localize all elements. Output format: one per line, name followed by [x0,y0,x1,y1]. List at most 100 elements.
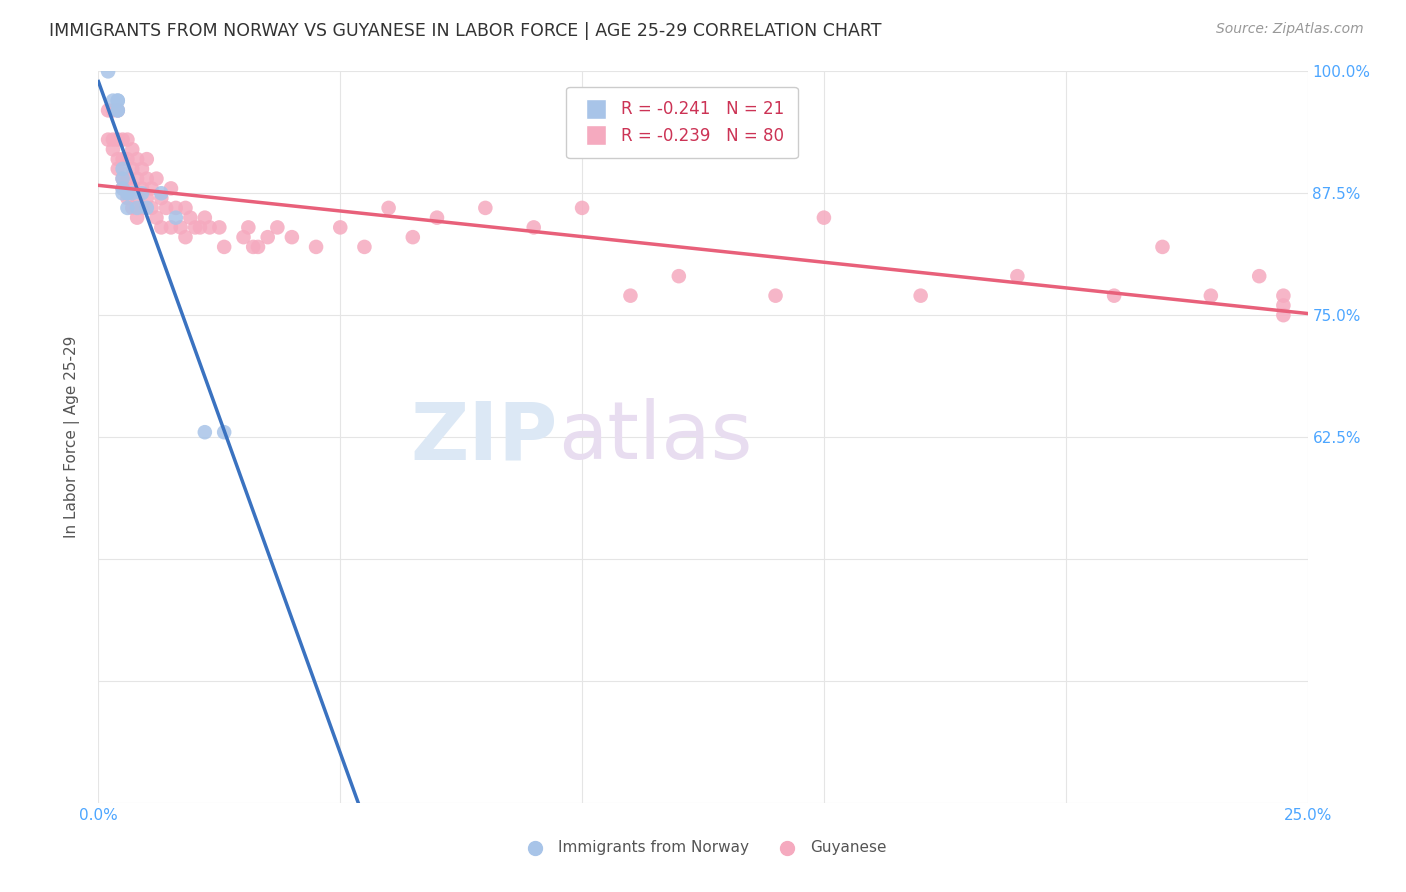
Text: IMMIGRANTS FROM NORWAY VS GUYANESE IN LABOR FORCE | AGE 25-29 CORRELATION CHART: IMMIGRANTS FROM NORWAY VS GUYANESE IN LA… [49,22,882,40]
Point [474,201,496,215]
Point [97,133,120,147]
Point [305,240,328,254]
Point [117,191,139,205]
Point [426,211,449,225]
Point [111,161,134,176]
Point [107,94,129,108]
Point [107,94,129,108]
Point [668,269,690,284]
Point [121,186,143,201]
Point [160,220,183,235]
Point [107,103,129,118]
Point [117,133,139,147]
Point [135,152,157,166]
Point [910,288,932,302]
Point [242,240,264,254]
Point [1102,288,1125,302]
Point [198,220,221,235]
Text: Source: ZipAtlas.com: Source: ZipAtlas.com [1216,22,1364,37]
Point [402,230,425,244]
Point [111,133,134,147]
Point [111,181,134,195]
Point [1152,240,1174,254]
Point [141,201,163,215]
Point [135,171,157,186]
Point [179,211,201,225]
Point [150,191,173,205]
Point [169,220,191,235]
Text: ZIP: ZIP [411,398,558,476]
Point [127,171,149,186]
Point [111,186,134,201]
Point [107,103,129,118]
Point [194,211,217,225]
Point [523,220,546,235]
Point [184,220,207,235]
Legend: Immigrants from Norway, Guyanese: Immigrants from Norway, Guyanese [513,834,893,861]
Point [121,181,143,195]
Point [1272,298,1295,312]
Point [117,186,139,201]
Point [101,94,124,108]
Point [101,142,124,156]
Point [238,220,260,235]
Point [377,201,399,215]
Point [127,211,149,225]
Point [107,152,129,166]
Point [212,240,235,254]
Point [208,220,231,235]
Point [247,240,270,254]
Point [1007,269,1029,284]
Point [127,201,149,215]
Point [165,211,187,225]
Point [117,186,139,201]
Point [174,230,197,244]
Point [107,133,129,147]
Point [135,191,157,205]
Point [131,161,153,176]
Point [212,425,235,440]
Point [107,161,129,176]
Point [111,152,134,166]
Point [101,133,124,147]
Point [107,103,129,118]
Point [813,211,835,225]
Point [571,201,593,215]
Point [1272,308,1295,322]
Point [145,171,167,186]
Y-axis label: In Labor Force | Age 25-29: In Labor Force | Age 25-29 [63,336,80,538]
Point [174,201,197,215]
Point [1272,288,1295,302]
Point [281,230,304,244]
Point [1199,288,1222,302]
Point [141,181,163,195]
Point [97,64,120,78]
Point [111,171,134,186]
Point [101,103,124,118]
Point [111,181,134,195]
Point [150,186,173,201]
Text: atlas: atlas [558,398,752,476]
Point [232,230,254,244]
Point [256,230,278,244]
Point [135,201,157,215]
Point [194,425,217,440]
Point [145,211,167,225]
Point [117,201,139,215]
Point [266,220,288,235]
Point [111,171,134,186]
Point [155,201,177,215]
Point [117,152,139,166]
Point [131,186,153,201]
Point [188,220,211,235]
Point [97,103,120,118]
Point [160,181,183,195]
Point [117,171,139,186]
Point [127,191,149,205]
Point [1249,269,1271,284]
Point [150,220,173,235]
Point [121,161,143,176]
Point [765,288,787,302]
Point [131,181,153,195]
Point [619,288,641,302]
